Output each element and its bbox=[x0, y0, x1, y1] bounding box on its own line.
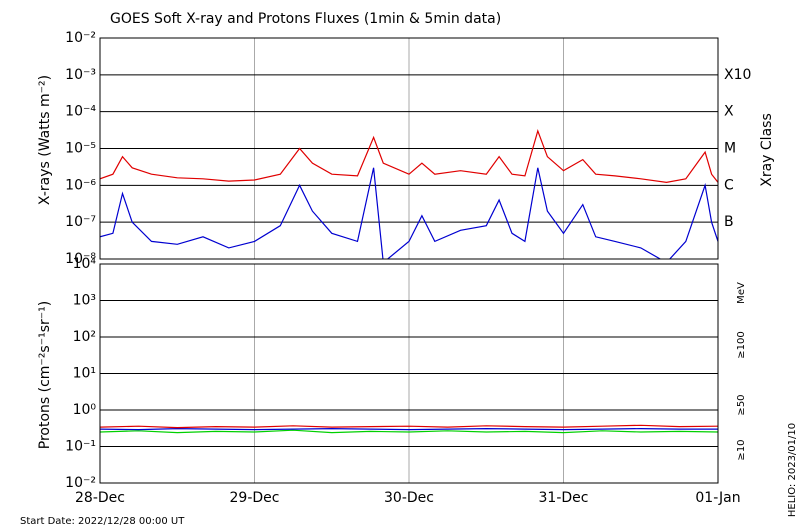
y2-tick-label: M bbox=[724, 141, 736, 157]
x-tick-label: 01-Jan bbox=[695, 490, 740, 506]
chart-title: GOES Soft X-ray and Protons Fluxes (1min… bbox=[110, 11, 501, 27]
series-line bbox=[100, 424, 718, 429]
start-date: Start Date: 2022/12/28 00:00 UT bbox=[20, 516, 185, 527]
y-axis-label: X-rays (Watts m⁻²) bbox=[37, 75, 53, 205]
y-tick-label: 10⁰ bbox=[73, 402, 97, 418]
x-tick-label: 29-Dec bbox=[230, 490, 280, 506]
y-tick-label: 10⁴ bbox=[73, 256, 97, 272]
y2-tick-label: B bbox=[724, 214, 734, 230]
y-tick-label: 10⁻¹ bbox=[65, 439, 96, 455]
legend-label: ≥50 bbox=[736, 394, 747, 415]
legend-label: ≥100 bbox=[736, 331, 747, 358]
y-tick-label: 10² bbox=[73, 329, 96, 345]
y2-tick-label: C bbox=[724, 177, 734, 193]
legend-label: ≥10 bbox=[736, 439, 747, 460]
x-tick-label: 28-Dec bbox=[75, 490, 125, 506]
series-line bbox=[100, 429, 718, 434]
y2-axis-label: Xray Class bbox=[759, 113, 775, 187]
credit: HELIO: 2023/01/10 bbox=[787, 423, 798, 517]
y-tick-label: 10⁻² bbox=[65, 475, 96, 491]
series-line bbox=[100, 128, 718, 184]
y-tick-label: 10¹ bbox=[73, 366, 96, 382]
y-tick-label: 10⁻² bbox=[65, 30, 96, 46]
series-line bbox=[100, 167, 718, 259]
y-tick-label: 10⁻⁷ bbox=[65, 214, 96, 230]
y-tick-label: 10⁻⁵ bbox=[65, 141, 96, 157]
y2-tick-label: X bbox=[724, 104, 734, 120]
y-tick-label: 10⁻⁶ bbox=[65, 177, 96, 193]
plot-frame bbox=[99, 263, 719, 484]
unit-label: MeV bbox=[736, 282, 747, 304]
series-line bbox=[100, 427, 718, 431]
y-tick-label: 10⁻³ bbox=[65, 67, 96, 83]
plot-frame bbox=[99, 37, 719, 260]
y-tick-label: 10³ bbox=[73, 293, 96, 309]
y2-tick-label: X10 bbox=[724, 67, 751, 83]
x-tick-label: 30-Dec bbox=[384, 490, 434, 506]
y-axis-label: Protons (cm⁻²s⁻¹sr⁻¹) bbox=[37, 301, 53, 450]
x-tick-label: 31-Dec bbox=[539, 490, 589, 506]
y-tick-label: 10⁻⁴ bbox=[65, 104, 96, 120]
y-tick-label: 10⁻⁸ bbox=[65, 251, 96, 267]
